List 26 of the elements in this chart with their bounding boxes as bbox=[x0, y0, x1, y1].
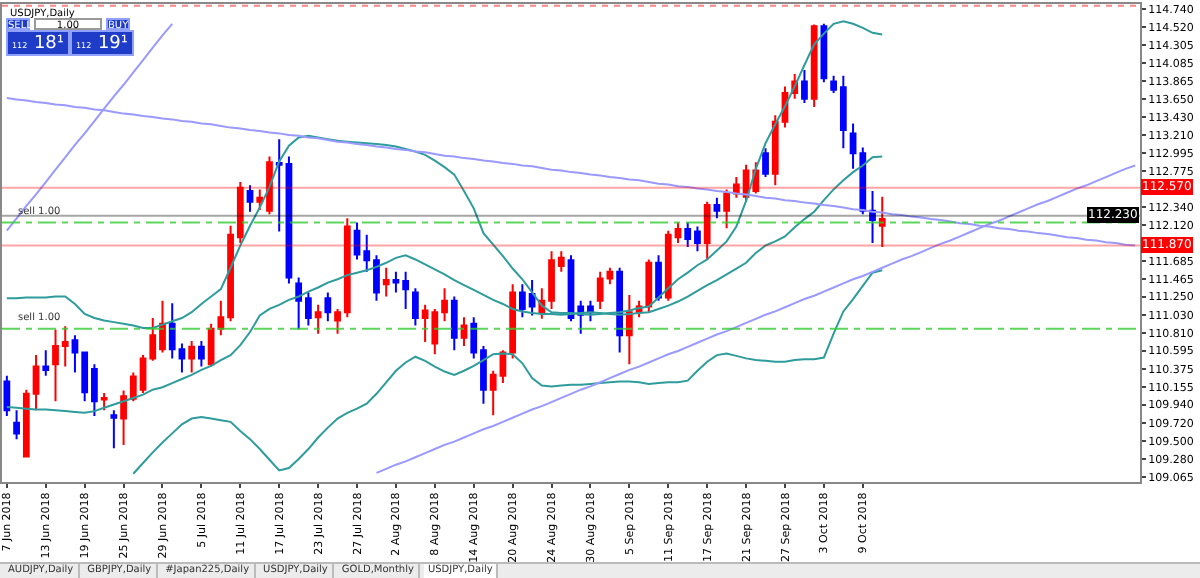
candlestick bbox=[110, 409, 118, 450]
candlestick bbox=[762, 147, 769, 179]
candlestick bbox=[246, 184, 254, 213]
candlestick bbox=[878, 195, 886, 249]
candlestick bbox=[3, 374, 11, 418]
candlestick bbox=[460, 316, 468, 348]
candlestick bbox=[382, 266, 390, 298]
annotation: 19¹ bbox=[97, 34, 128, 54]
line-series bbox=[132, 269, 884, 475]
candlestick bbox=[13, 409, 20, 441]
candlestick bbox=[324, 291, 332, 323]
candlestick bbox=[713, 196, 721, 220]
candlestick bbox=[703, 200, 711, 261]
candlestick bbox=[198, 340, 205, 368]
candlestick bbox=[616, 266, 624, 354]
annotation: 18¹ bbox=[33, 34, 64, 54]
candlestick bbox=[188, 340, 196, 374]
candlestick bbox=[810, 23, 818, 109]
candlestick bbox=[655, 254, 662, 302]
candlestick bbox=[314, 303, 322, 335]
candlestick bbox=[412, 287, 419, 327]
candlestick bbox=[100, 392, 108, 412]
candlestick bbox=[869, 190, 876, 244]
candlestick bbox=[450, 295, 458, 352]
candlestick bbox=[42, 349, 50, 377]
candlestick bbox=[801, 68, 808, 104]
